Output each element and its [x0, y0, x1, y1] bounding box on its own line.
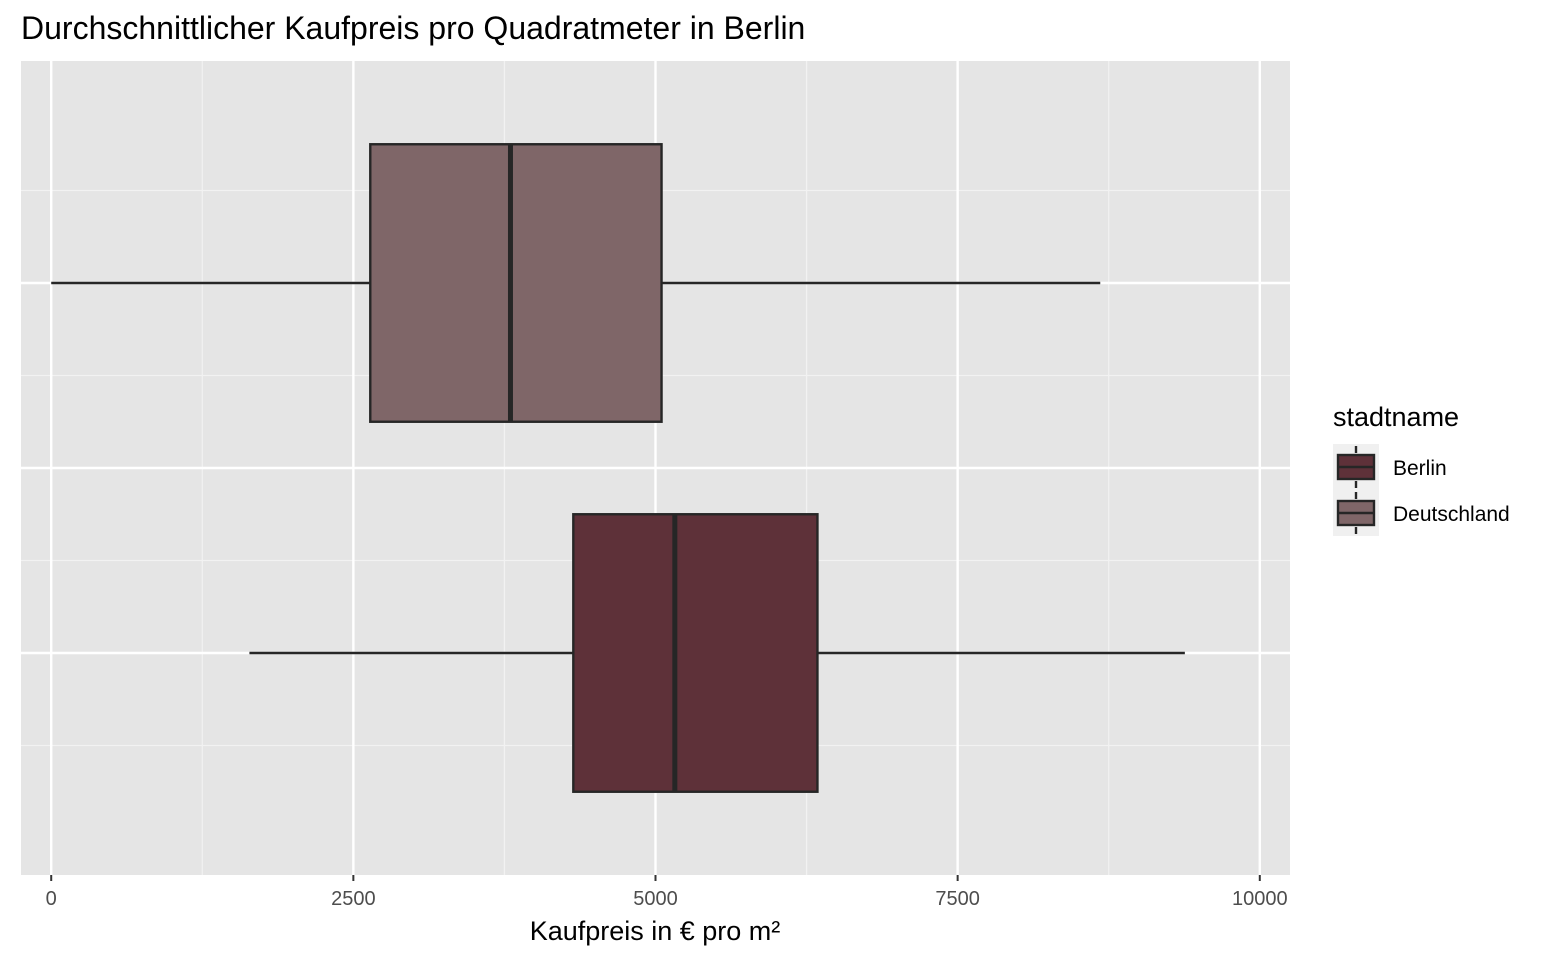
x-tick-label: 0 — [46, 888, 57, 910]
box-iqr — [369, 143, 663, 423]
x-tick-label: 10000 — [1232, 888, 1288, 910]
x-axis-label: Kaufpreis in € pro m² — [530, 916, 781, 946]
box-iqr — [572, 513, 819, 793]
legend-label: Deutschland — [1393, 503, 1510, 526]
x-axis-ticks: 0 2500 5000 7500 10000 — [46, 875, 1288, 910]
box-deutschland — [51, 143, 1101, 423]
legend-item-deutschland: Deutschland — [1333, 490, 1510, 536]
chart-title: Durchschnittlicher Kaufpreis pro Quadrat… — [21, 10, 805, 46]
x-tick-label: 7500 — [935, 888, 980, 910]
legend-item-berlin: Berlin — [1333, 444, 1447, 490]
x-tick-label: 5000 — [633, 888, 678, 910]
legend: stadtname Berlin Deutschland — [1333, 402, 1510, 536]
box-berlin — [249, 513, 1185, 793]
box-layer — [51, 143, 1185, 793]
legend-title: stadtname — [1333, 402, 1459, 432]
legend-items: Berlin Deutschland — [1333, 444, 1510, 536]
x-tick-label: 2500 — [331, 888, 376, 910]
legend-label: Berlin — [1393, 457, 1447, 480]
